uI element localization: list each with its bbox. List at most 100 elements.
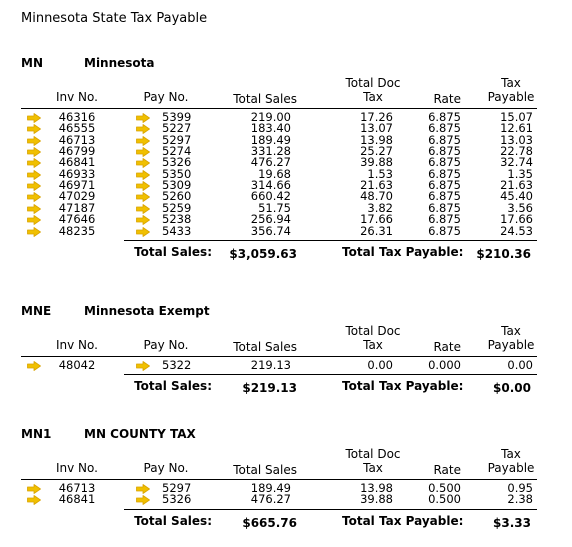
arrow-right-icon (27, 203, 41, 214)
totals-divider (124, 508, 537, 510)
pay-number[interactable]: 5238 (162, 212, 192, 227)
rate-value: 0.000 (428, 358, 461, 372)
tax-payable-value: 45.40 (500, 189, 533, 204)
invoice-number[interactable]: 46316 (58, 110, 96, 124)
invoice-number[interactable]: 46713 (58, 132, 96, 147)
arrow-right-icon (27, 181, 41, 191)
rate-value: 6.875 (428, 132, 461, 147)
header-tax: Tax (501, 76, 521, 90)
arrow-right-icon (27, 495, 41, 506)
pay-number[interactable]: 5274 (162, 144, 192, 159)
pay-number[interactable]: 5260 (162, 189, 192, 204)
arrow-right-icon (27, 158, 41, 169)
invoice-number[interactable]: 46841 (58, 492, 96, 507)
total-sales-value: 219.13 (250, 358, 291, 372)
tax-payable-value: 13.03 (500, 132, 533, 147)
header-divider (21, 108, 537, 109)
total-sales-label: Total Sales: (134, 379, 212, 394)
rate-value: 6.875 (428, 121, 461, 136)
pay-number[interactable]: 5433 (162, 223, 192, 238)
pay-number[interactable]: 5350 (162, 166, 192, 181)
pay-number[interactable]: 5322 (162, 358, 192, 372)
total-sales-value: 331.28 (250, 144, 291, 159)
doc-tax-value: 21.63 (360, 178, 393, 193)
arrow-right-icon (27, 135, 41, 146)
doc-tax-value: 39.88 (360, 492, 393, 507)
rate-value: 6.875 (428, 166, 461, 181)
pay-number[interactable]: 5227 (162, 121, 192, 136)
header-total-sales: Total Sales (233, 463, 297, 477)
tax-payable-value: 17.66 (500, 212, 533, 227)
invoice-number[interactable]: 46713 (58, 481, 96, 495)
arrow-right-icon (27, 226, 41, 237)
arrow-right-icon (136, 158, 150, 169)
arrow-right-icon (136, 484, 150, 494)
arrow-right-icon (136, 203, 150, 214)
total-tax-payable-label: Total Tax Payable: (342, 513, 464, 528)
total-sales-value: 256.94 (250, 212, 291, 227)
header-total-doc: Total Doc (345, 324, 401, 338)
doc-tax-value: 0.00 (367, 358, 393, 372)
arrow-right-icon (136, 361, 150, 371)
invoice-number[interactable]: 46841 (58, 155, 96, 170)
rate-value: 6.875 (428, 223, 461, 238)
header-total-doc: Total Doc (345, 447, 401, 461)
pay-number[interactable]: 5326 (162, 492, 192, 507)
doc-tax-value: 13.07 (360, 121, 393, 136)
invoice-number[interactable]: 48235 (58, 223, 96, 238)
total-sales-value: 476.27 (250, 155, 291, 170)
tax-payable-value: 21.63 (500, 178, 533, 193)
total-tax-payable-amount: $3.33 (493, 515, 531, 530)
invoice-number[interactable]: 47187 (58, 200, 96, 215)
header-rate: Rate (433, 463, 461, 477)
tax-payable-value: 3.56 (507, 200, 533, 215)
pay-number[interactable]: 5297 (162, 132, 192, 147)
arrow-right-icon (27, 147, 41, 157)
arrow-right-icon (27, 169, 41, 180)
arrow-right-icon (136, 215, 150, 226)
header-tax: Tax (501, 324, 521, 338)
pay-number[interactable]: 5297 (162, 481, 192, 495)
invoice-number[interactable]: 46971 (58, 178, 96, 193)
tax-payable-value: 15.07 (500, 110, 533, 124)
invoice-number[interactable]: 47029 (58, 189, 96, 204)
header-doc-tax: Tax (363, 338, 383, 352)
pay-number[interactable]: 5309 (162, 178, 192, 193)
total-tax-payable-amount: $210.36 (476, 246, 531, 261)
total-sales-amount: $219.13 (242, 381, 297, 396)
header-inv-no: Inv No. (56, 461, 98, 475)
pay-number[interactable]: 5259 (162, 200, 192, 215)
doc-tax-value: 13.98 (360, 481, 393, 495)
total-sales-value: 356.74 (250, 223, 291, 238)
arrow-right-icon (27, 192, 41, 203)
total-tax-payable-amount: $0.00 (493, 381, 531, 396)
header-total-sales: Total Sales (233, 92, 297, 106)
invoice-number[interactable]: 46799 (58, 144, 96, 159)
arrow-right-icon (136, 495, 150, 506)
header-divider (21, 356, 537, 357)
invoice-number[interactable]: 46933 (58, 166, 96, 181)
arrow-right-icon (136, 113, 150, 123)
doc-tax-value: 48.70 (360, 189, 393, 204)
total-sales-value: 314.66 (250, 178, 291, 193)
header-total-doc: Total Doc (345, 76, 401, 90)
rate-value: 6.875 (428, 200, 461, 215)
header-payable: Payable (487, 338, 535, 352)
totals-divider (124, 239, 537, 241)
arrow-right-icon (136, 147, 150, 157)
tax-payable-value: 0.00 (507, 358, 533, 372)
total-sales-value: 51.75 (258, 200, 291, 215)
rate-value: 6.875 (428, 110, 461, 124)
arrow-right-icon (27, 484, 41, 494)
arrow-right-icon (27, 215, 41, 226)
pay-number[interactable]: 5399 (162, 110, 192, 124)
invoice-number[interactable]: 46555 (58, 121, 96, 136)
doc-tax-value: 13.98 (360, 132, 393, 147)
pay-number[interactable]: 5326 (162, 155, 192, 170)
tax-payable-value: 22.78 (500, 144, 533, 159)
invoice-number[interactable]: 47646 (58, 212, 96, 227)
arrow-right-icon (27, 113, 41, 123)
invoice-number[interactable]: 48042 (58, 358, 96, 372)
arrow-right-icon (136, 226, 150, 237)
total-sales-label: Total Sales: (134, 513, 212, 528)
